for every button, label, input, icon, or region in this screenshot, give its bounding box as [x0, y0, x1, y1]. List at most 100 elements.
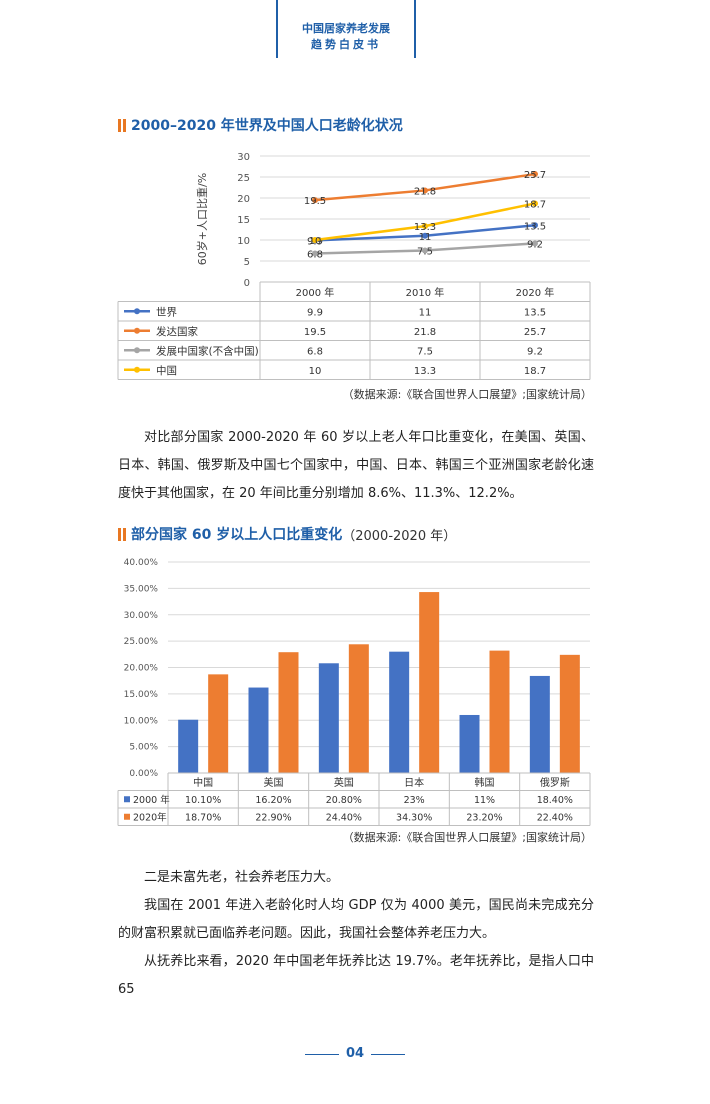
section2-title-suffix: （2000-2020 年） [342, 528, 457, 544]
y-tick-label: 35.00% [124, 584, 159, 594]
legend-series-name: 发达国家 [156, 325, 198, 338]
header-left-rule [276, 0, 278, 58]
bar [348, 644, 369, 773]
table-cell-value: 11% [474, 795, 495, 806]
bar [248, 687, 269, 773]
table-cell-value: 10.10% [185, 795, 221, 806]
paragraph-4: 从抚养比来看，2020 年中国老年抚养比达 19.7%。老年抚养比，是指人口中 … [118, 954, 594, 997]
table-cell-value: 10 [309, 366, 322, 377]
bar [208, 674, 229, 773]
title-marker [123, 118, 126, 132]
footer-rule-right [371, 1054, 405, 1055]
title-marker [118, 118, 121, 132]
y-tick-label: 25.00% [124, 637, 159, 647]
table-cell-value: 11 [419, 307, 432, 318]
legend-swatch [124, 813, 130, 820]
table-cell-value: 16.20% [255, 795, 291, 806]
x-category-label: 美国 [264, 776, 284, 789]
data-point [312, 197, 318, 204]
table-cell-value: 24.40% [326, 812, 362, 823]
table-cell-value: 9.2 [527, 346, 543, 357]
legend-swatch-marker [134, 308, 140, 315]
legend-series-name: 2020年 [133, 811, 167, 823]
legend-series-name: 中国 [156, 364, 177, 377]
data-label: 10 [309, 236, 322, 247]
paragraph-3: 我国在 2001 年进入老龄化时人均 GDP 仅为 4000 美元，国民尚未完成… [118, 898, 594, 941]
data-point [422, 223, 428, 230]
y-tick-label: 20.00% [124, 664, 159, 674]
legend-swatch-marker [134, 327, 140, 334]
y-tick-label: 10.00% [124, 716, 159, 726]
y-tick-label: 0 [244, 278, 250, 289]
table-cell-value: 13.3 [414, 366, 436, 377]
table-cell-value: 19.5 [304, 327, 326, 338]
x-category-label: 2010 年 [406, 286, 445, 299]
data-point [532, 200, 538, 207]
bar-chart: 0.00% 5.00% 10.00% 15.00% 20.00% 25.00% 30.00%… [117, 558, 591, 826]
bar [389, 651, 410, 773]
section1-title: 2000–2020 年世界及中国人口老龄化状况 [118, 116, 403, 134]
bar [559, 654, 580, 773]
y-tick-label: 25 [237, 173, 250, 184]
y-tick-label: 20 [237, 194, 250, 205]
bar [419, 592, 440, 773]
data-label: 13.3 [414, 222, 436, 233]
legend-swatch-marker [134, 366, 140, 373]
data-point [312, 237, 318, 243]
bar [489, 650, 510, 773]
page-number: 04 [345, 1046, 365, 1061]
section2-title: 部分国家 60 岁以上人口比重变化 （2000-2020 年） [118, 525, 457, 544]
line-chart: 0 5 10 15 20 25 30 60岁+人口比重/% 9.9 11 13.5 19.5 21.8 2… [117, 152, 591, 380]
document-header: 中国居家养老发展 趋势白皮书 [276, 0, 416, 58]
x-category-label: 2000 年 [296, 286, 335, 299]
x-category-label: 韩国 [475, 776, 495, 789]
table-cell-value: 34.30% [396, 812, 432, 823]
table-cell-value: 13.5 [524, 307, 546, 318]
y-tick-label: 5 [244, 257, 250, 268]
x-category-label: 日本 [404, 776, 424, 789]
header-title-line2: 趋势白皮书 [311, 38, 381, 51]
title-marker [118, 527, 121, 541]
y-tick-label: 30 [237, 152, 250, 163]
page-footer: 04 [0, 1044, 710, 1064]
table-cell-value: 18.70% [185, 812, 221, 823]
footer-rule-left [305, 1054, 339, 1055]
section2-source: （数据来源:《联合国世界人口展望》;国家统计局） [342, 831, 592, 844]
header-right-rule [414, 0, 416, 58]
paragraph-1: 对比部分国家 2000-2020 年 60 岁以上老人年口比重变化，在美国、英国… [118, 430, 594, 501]
table-cell-value: 23.20% [466, 812, 502, 823]
data-label: 25.7 [524, 170, 546, 181]
data-point [422, 232, 428, 239]
table-cell-value: 18.40% [537, 795, 573, 806]
x-category-label: 俄罗斯 [540, 776, 570, 789]
table-cell-value: 22.40% [537, 812, 573, 823]
y-tick-label: 5.00% [129, 743, 158, 753]
y-axis-label: 60岁+人口比重/% [195, 173, 209, 265]
data-point [312, 250, 318, 257]
legend-series-name: 2000 年 [133, 794, 170, 806]
paragraph-2: 二是未富先老，社会养老压力大。 [144, 870, 340, 885]
table-cell-value: 23% [404, 795, 425, 806]
table-cell-value: 22.90% [255, 812, 291, 823]
bar [529, 675, 550, 773]
data-label: 18.7 [524, 199, 546, 210]
y-tick-label: 10 [237, 236, 250, 247]
data-point [422, 187, 428, 194]
y-tick-label: 30.00% [124, 611, 159, 621]
table-cell-value: 25.7 [524, 327, 546, 338]
y-tick-label: 0.00% [129, 769, 158, 779]
y-tick-label: 15 [237, 215, 250, 226]
table-cell-value: 6.8 [307, 346, 323, 357]
data-point [422, 247, 428, 254]
title-marker [123, 527, 126, 541]
table-cell-value: 7.5 [417, 346, 433, 357]
data-label: 6.8 [307, 249, 323, 260]
bar [278, 652, 299, 773]
x-category-label: 中国 [193, 776, 213, 789]
legend-swatch [124, 796, 130, 803]
bar [318, 663, 339, 773]
header-title-line1: 中国居家养老发展 [302, 22, 390, 35]
table-cell-value: 9.9 [307, 307, 323, 318]
data-label: 7.5 [417, 247, 433, 258]
legend-series-name: 世界 [156, 306, 177, 318]
